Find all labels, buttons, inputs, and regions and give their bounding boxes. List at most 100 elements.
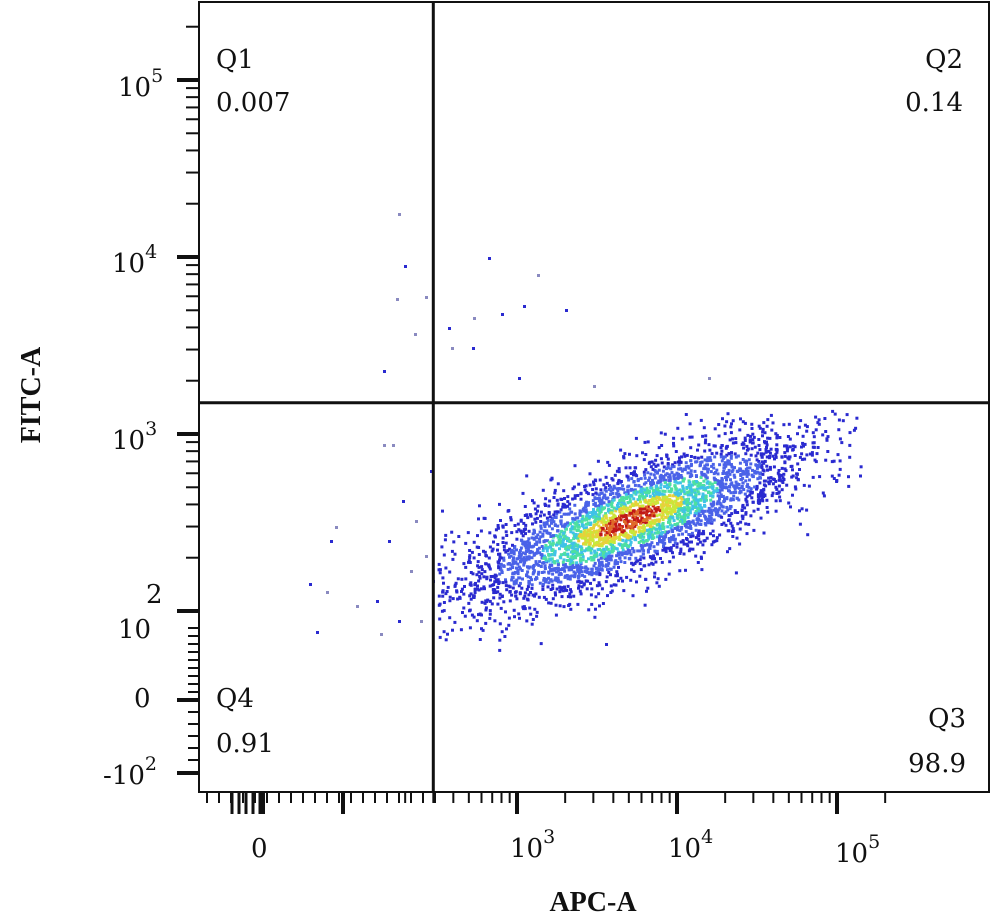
- event-dot: [673, 461, 677, 465]
- event-dot: [659, 486, 663, 490]
- event-dot: [758, 448, 762, 452]
- event-dot: [710, 520, 714, 524]
- event-dot: [620, 501, 624, 505]
- event-dot: [783, 460, 787, 464]
- event-dot: [510, 565, 514, 569]
- event-dot: [796, 432, 799, 436]
- event-dot: [766, 418, 770, 422]
- event-dot: [723, 432, 727, 436]
- event-dot: [700, 455, 704, 459]
- event-dot: [660, 461, 664, 465]
- event-dot: [523, 594, 527, 598]
- event-dot: [741, 517, 745, 521]
- event-dot: [848, 431, 852, 435]
- event-dot: [693, 491, 697, 494]
- event-dot: [658, 539, 661, 542]
- event-dot: [762, 452, 766, 456]
- event-dot: [664, 473, 667, 477]
- event-dot: [716, 510, 720, 514]
- event-dot: [835, 479, 839, 482]
- event-dot: [696, 501, 700, 505]
- event-dot: [778, 475, 782, 479]
- event-dot: [765, 424, 769, 428]
- event-dot: [599, 556, 603, 560]
- event-dot: [613, 514, 617, 518]
- event-dot: [589, 521, 593, 525]
- event-dot: [631, 594, 635, 598]
- event-dot: [634, 530, 638, 534]
- event-dot: [763, 431, 767, 435]
- event-dot: [669, 507, 672, 511]
- event-dot: [597, 592, 601, 596]
- event-dot: [639, 568, 643, 572]
- event-dot: [641, 532, 645, 536]
- event-dot: [627, 478, 631, 482]
- event-dot: [523, 560, 527, 564]
- event-dot: [656, 471, 659, 475]
- event-dot: [569, 559, 573, 563]
- event-dot: [547, 504, 551, 508]
- event-dot: [539, 520, 543, 523]
- event-dot: [673, 485, 677, 489]
- event-dot: [658, 475, 662, 479]
- event-dot: [639, 521, 642, 525]
- event-dot: [501, 581, 505, 585]
- event-dot: [542, 529, 546, 533]
- event-dot: [509, 567, 513, 571]
- event-dot: [663, 489, 667, 493]
- event-dot: [582, 583, 586, 587]
- event-dot: [494, 591, 498, 594]
- event-dot: [793, 454, 797, 457]
- event-dot: [840, 441, 844, 445]
- event-dot: [701, 495, 705, 499]
- event-dot: [599, 488, 603, 492]
- event-dot: [702, 539, 706, 543]
- event-dot: [638, 507, 642, 511]
- event-dot: [598, 478, 602, 482]
- event-dot: [703, 441, 707, 445]
- event-dot: [573, 527, 577, 531]
- event-dot: [563, 503, 566, 507]
- event-dot: [838, 437, 842, 441]
- event-dot: [648, 507, 652, 511]
- event-dot: [854, 426, 858, 430]
- event-dot: [654, 485, 658, 489]
- event-dot: [488, 531, 492, 535]
- event-dot: [480, 568, 484, 572]
- event-dot: [755, 458, 759, 462]
- event-dot: [699, 476, 703, 479]
- event-dot: [690, 489, 694, 493]
- event-dot: [607, 487, 611, 491]
- event-dot: [535, 576, 539, 580]
- event-dot: [712, 489, 716, 493]
- event-dot: [720, 444, 724, 447]
- event-dot: [477, 579, 481, 583]
- event-dot: [493, 535, 497, 539]
- event-dot: [629, 578, 633, 582]
- event-dot: [498, 596, 502, 600]
- event-dot: [627, 513, 631, 517]
- event-dot: [578, 512, 582, 516]
- event-dot: [676, 514, 680, 518]
- event-dot: [797, 425, 801, 429]
- event-dot: [638, 511, 642, 515]
- event-dot: [448, 570, 452, 574]
- event-dot: [626, 536, 630, 540]
- event-dot: [571, 552, 575, 556]
- event-dot: [657, 518, 661, 522]
- event-dot: [477, 570, 481, 574]
- event-dot: [580, 551, 584, 554]
- event-dot: [547, 581, 551, 585]
- event-dot: [551, 587, 555, 590]
- event-dot: [674, 526, 678, 530]
- event-dot: [589, 555, 593, 559]
- event-dot: [729, 491, 733, 495]
- event-dot: [711, 503, 714, 507]
- event-dot: [512, 580, 516, 584]
- event-dot: [594, 607, 597, 611]
- event-dot: [748, 440, 752, 444]
- event-dot: [606, 558, 610, 562]
- event-dot: [526, 575, 530, 579]
- event-dot: [680, 455, 683, 459]
- event-dot: [649, 483, 653, 487]
